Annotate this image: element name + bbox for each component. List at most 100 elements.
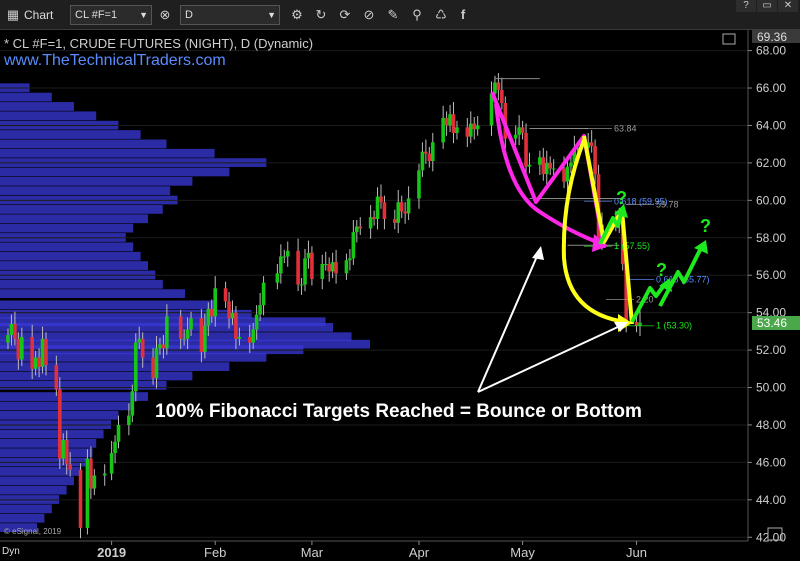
fib-label: 0.618 (59.95) [614, 196, 668, 206]
volume-profile-bar [0, 429, 104, 439]
maximize-button[interactable]: ▭ [757, 0, 777, 12]
facebook-icon[interactable]: f [460, 7, 466, 22]
green-bounce-arrow-3 [658, 245, 704, 307]
candle-body [20, 336, 24, 360]
candle-body [351, 232, 356, 259]
symbol-dropdown-icon[interactable]: ▼ [139, 10, 148, 20]
candle-body [517, 127, 521, 135]
candle-body [344, 260, 349, 274]
scale-toggle-icon[interactable] [767, 527, 783, 541]
candle-body [133, 342, 138, 392]
question-mark-1: ? [616, 188, 627, 208]
y-tick-label: 68.00 [756, 44, 786, 58]
candle-body [634, 322, 639, 326]
candle-body [541, 157, 546, 175]
chart-window-icon[interactable]: ▦ [6, 7, 20, 22]
candle-body [275, 273, 280, 283]
volume-profile-bar [0, 317, 326, 327]
candle-body [234, 312, 238, 339]
measure-icon[interactable]: ⚲ [412, 7, 422, 22]
candle-body [203, 325, 207, 352]
candle-body [403, 211, 407, 214]
candle-body [406, 198, 411, 214]
candle-body [638, 322, 642, 326]
help-button[interactable]: ? [736, 0, 756, 12]
volume-profile-bar [0, 380, 167, 390]
y-axis: 42.0044.0046.0048.0050.0052.0054.0056.00… [747, 30, 786, 544]
volume-profile-bar [0, 401, 134, 411]
volume-profile-bar [0, 300, 215, 310]
symbol-value: CL #F=1 [75, 9, 118, 21]
app-label: Chart [24, 8, 54, 22]
candle-body [382, 202, 387, 220]
interval-dropdown-icon[interactable]: ▼ [267, 10, 276, 20]
candle-body [85, 458, 90, 528]
green-bounce-arrow-1 [598, 209, 624, 245]
reload-icon[interactable]: ⟳ [339, 7, 351, 22]
candle-body [199, 318, 204, 352]
x-tick-label: Apr [409, 545, 430, 560]
candle-body [40, 338, 45, 367]
volume-profile-bar [0, 92, 52, 102]
fib-label: 1 (53.30) [656, 321, 692, 331]
volume-profile-bar [0, 448, 93, 458]
chart-toolbar: ▦ Chart CL #F=1 ▼ ⊗ D ▼ ⚙ ↻ ⟳ ⊘ ✎ ⚲ ♺ f … [0, 0, 800, 30]
question-mark-2: ? [656, 260, 667, 280]
volume-profile-bar [0, 467, 82, 476]
volume-profile-bar [0, 438, 97, 448]
x-tick-label: Feb [204, 545, 226, 560]
candle-body [89, 458, 93, 489]
link-icon[interactable]: ⊗ [159, 7, 171, 22]
x-tick-label: May [510, 545, 535, 560]
symbol-input[interactable]: CL #F=1 ▼ [70, 5, 152, 25]
candle-body [562, 168, 566, 182]
candle-body [9, 323, 14, 336]
top-price-label: 69.36 [757, 30, 787, 44]
volume-profile-bar [0, 523, 37, 532]
candle-body [254, 314, 259, 330]
fib-label: 63.84 [614, 123, 637, 133]
y-tick-label: 66.00 [756, 81, 786, 95]
volume-profile-bar [0, 261, 148, 270]
y-tick-label: 42.00 [756, 530, 786, 544]
candle-body [303, 258, 307, 285]
y-tick-label: 62.00 [756, 156, 786, 170]
candle-body [33, 357, 38, 369]
candle-body [320, 263, 325, 279]
close-button[interactable]: ✕ [778, 0, 798, 12]
x-tick-label: Jun [626, 545, 647, 560]
volume-profile-bar [0, 476, 74, 486]
volume-profile-bar [0, 242, 134, 252]
website-link[interactable]: www.TheTechnicalTraders.com [4, 52, 226, 69]
interval-select[interactable]: D ▼ [180, 5, 280, 25]
magenta-curve-arrow [494, 103, 603, 246]
expand-icon[interactable] [722, 33, 736, 45]
volume-profile-bar [0, 332, 352, 342]
y-tick-label: 56.00 [756, 268, 786, 282]
candle-body [13, 323, 17, 339]
candle-body [154, 348, 159, 379]
volume-profile-bar [0, 289, 185, 299]
volume-profile-bar [0, 167, 230, 177]
candle-body [310, 252, 314, 279]
settings-icon[interactable]: ⚙ [291, 7, 303, 22]
share-icon[interactable]: ♺ [435, 7, 447, 22]
candle-body [58, 389, 62, 459]
candle-body [161, 344, 166, 349]
refresh-icon[interactable]: ↻ [315, 7, 327, 22]
candle-body [102, 473, 107, 476]
reference-lines [494, 78, 623, 246]
candle-body [285, 250, 290, 257]
candle-body [213, 288, 218, 317]
candle-body [417, 170, 421, 199]
candle-body [392, 219, 397, 223]
candle-body [16, 338, 21, 360]
candle-body [44, 338, 48, 366]
cross-icon[interactable]: ⊘ [363, 7, 375, 22]
draw-tool-icon[interactable]: ✎ [387, 7, 399, 22]
white-pointer-2 [477, 325, 621, 393]
candle-body [64, 439, 69, 465]
candle-body [237, 336, 242, 339]
candle-body [209, 308, 214, 317]
